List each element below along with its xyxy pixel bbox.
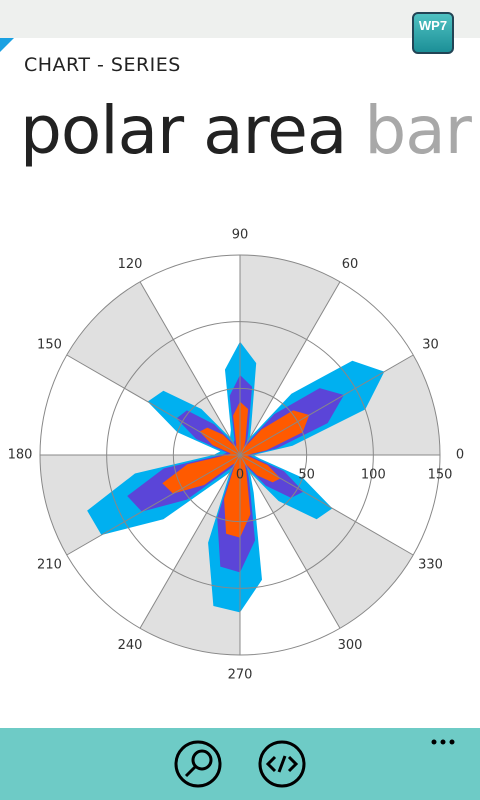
grid-spoke — [239, 281, 341, 456]
angle-tick-label: 150 — [37, 338, 62, 353]
angle-tick-label: 180 — [8, 448, 33, 463]
more-button[interactable] — [431, 739, 455, 745]
grid-spoke — [139, 454, 241, 629]
grid-spoke — [239, 354, 414, 456]
app-bar — [0, 728, 480, 800]
angle-tick-label: 330 — [418, 558, 443, 573]
pivot-item[interactable]: polar area — [20, 92, 347, 169]
radial-tick-label: 0 — [236, 468, 244, 483]
pivot: polar area bar — [20, 92, 472, 169]
status-bar — [0, 0, 480, 38]
grid-spoke — [139, 281, 241, 456]
grid-spoke — [239, 454, 341, 629]
app-title: CHART - SERIES — [24, 54, 181, 76]
sector-band — [240, 255, 340, 455]
app-badge[interactable]: WP7 — [412, 12, 454, 54]
angle-tick-label: 240 — [118, 638, 143, 653]
code-button[interactable] — [258, 740, 306, 788]
grid-spoke — [66, 354, 241, 456]
angle-tick-label: 30 — [422, 338, 439, 353]
angle-tick-label: 90 — [232, 228, 249, 243]
angle-tick-label: 60 — [342, 257, 359, 272]
radial-tick-label: 50 — [298, 468, 315, 483]
angle-tick-label: 300 — [338, 638, 363, 653]
search-button[interactable] — [174, 740, 222, 788]
angle-tick-label: 0 — [456, 448, 464, 463]
grid-spoke — [239, 454, 414, 556]
angle-tick-label: 120 — [118, 257, 143, 272]
angle-tick-label: 210 — [37, 558, 62, 573]
grid-spoke — [66, 454, 241, 556]
corner-mark — [0, 38, 14, 52]
angle-tick-label: 270 — [228, 668, 253, 683]
pivot-item[interactable]: bar — [364, 92, 471, 169]
app-bar-icons — [174, 739, 455, 788]
radial-tick-label: 100 — [361, 468, 386, 483]
radial-tick-label: 150 — [428, 468, 453, 483]
chart: 0 30 60 90 120 150 180 210 240 270 300 330 0 50 100 150 — [8, 228, 465, 683]
